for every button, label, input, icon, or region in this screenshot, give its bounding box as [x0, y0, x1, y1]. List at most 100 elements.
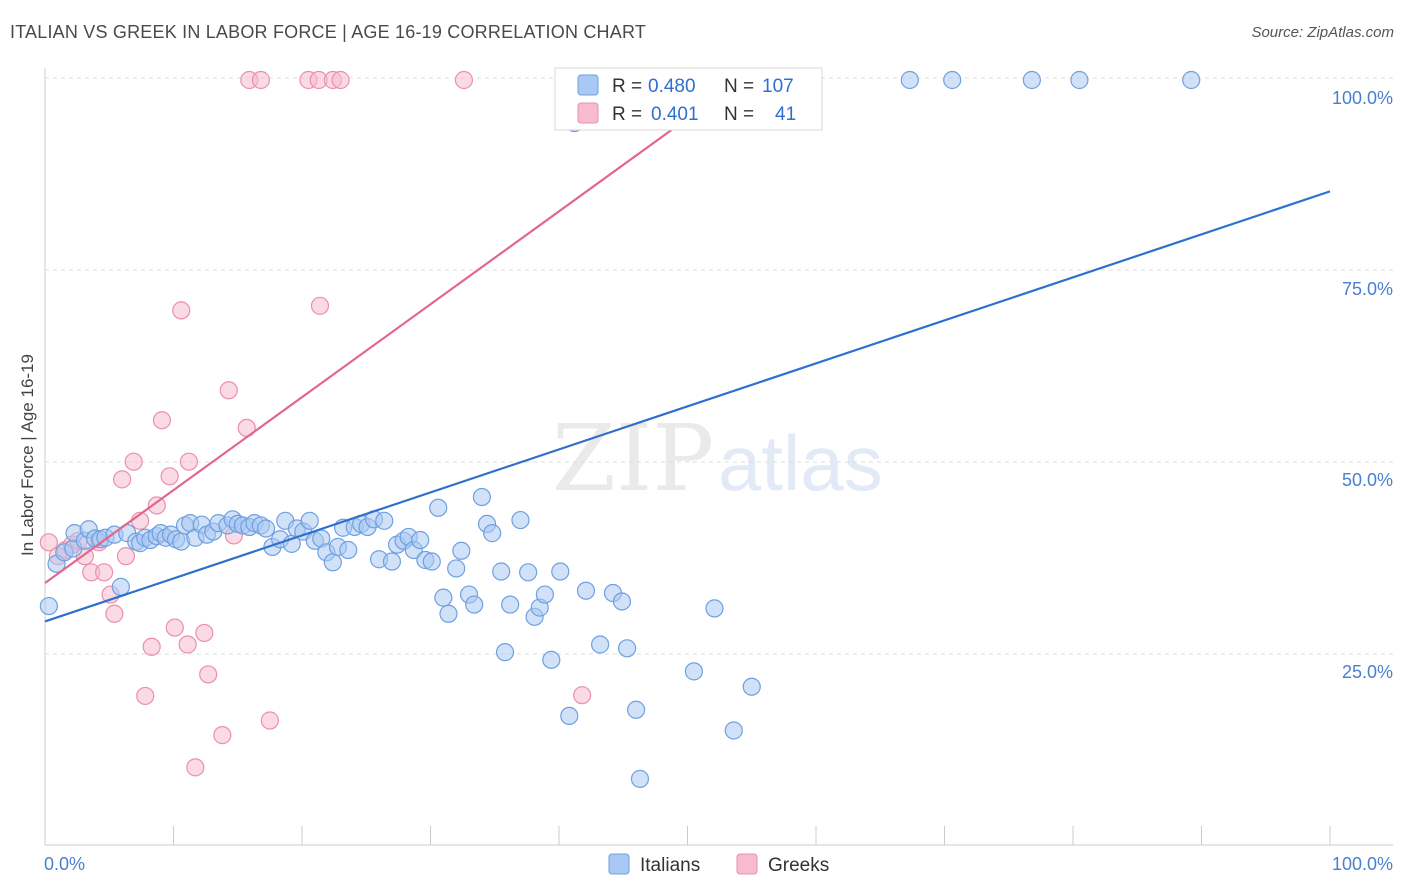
greeks-point: [116, 547, 136, 566]
italians-point: [618, 639, 637, 658]
italians-point: [612, 592, 632, 611]
italians-point: [551, 562, 570, 581]
greeks-point: [331, 70, 350, 90]
greeks-point: [178, 635, 197, 654]
greeks-point: [136, 686, 155, 706]
chart-title: ITALIAN VS GREEK IN LABOR FORCE | AGE 16…: [10, 22, 647, 42]
legend-n-label-greeks: N =: [724, 104, 754, 125]
greeks-trend-line: [44, 117, 689, 584]
greeks-point: [213, 726, 232, 745]
legend-n-value-greeks: 41: [775, 104, 796, 125]
italians-point: [439, 604, 458, 623]
greeks-point: [251, 70, 270, 90]
watermark-zip: ZIP: [552, 405, 714, 512]
italians-point: [542, 650, 561, 669]
x-axis-ticks: [173, 826, 1331, 845]
italians-point: [684, 662, 704, 681]
italians-point: [472, 487, 491, 507]
italians-point: [300, 511, 319, 530]
italians-point: [535, 585, 554, 604]
italians-point: [429, 498, 448, 517]
greeks-point: [39, 533, 58, 552]
italians-point: [724, 721, 743, 740]
greeks-point: [310, 296, 330, 315]
italians-trend-line: [44, 190, 1331, 623]
legend-n-label-italians: N =: [724, 76, 754, 97]
italians-point: [591, 635, 610, 654]
italians-point: [630, 769, 650, 788]
y-tick-25: 25.0%: [1342, 662, 1393, 682]
italians-point: [576, 581, 596, 600]
legend-swatch-greeks-bottom: [736, 853, 758, 875]
greeks-point: [186, 758, 205, 777]
y-tick-100: 100.0%: [1332, 88, 1393, 108]
greeks-point: [152, 411, 172, 430]
italians-point: [422, 552, 441, 571]
italians-point: [1022, 70, 1041, 90]
italians-point: [742, 677, 761, 696]
greeks-point: [160, 467, 179, 486]
legend-swatch-italians-bottom: [608, 853, 630, 875]
greeks-point: [179, 452, 199, 471]
legend-label-greeks: Greeks: [768, 855, 829, 876]
italians-point: [323, 553, 342, 572]
series-legend: Italians Greeks: [608, 853, 829, 876]
italians-point: [495, 643, 515, 662]
correlation-legend: R = 0.480 N = 107 R = 0.401 N = 41: [554, 67, 823, 131]
greeks-point: [165, 618, 184, 637]
greeks-point: [124, 452, 143, 471]
italians-point: [560, 706, 579, 726]
italians-point: [447, 559, 466, 578]
legend-n-value-italians: 107: [762, 76, 794, 97]
greeks-point: [219, 381, 238, 400]
greeks-point: [199, 665, 218, 684]
greeks-point: [260, 711, 279, 730]
greeks-point: [105, 604, 124, 623]
italians-point: [382, 552, 402, 571]
x-tick-0: 0.0%: [44, 854, 85, 874]
y-axis-label: In Labor Force | Age 16-19: [18, 354, 37, 556]
italians-point: [492, 562, 511, 581]
greeks-point: [573, 686, 592, 705]
italians-point: [465, 595, 484, 614]
y-tick-50: 50.0%: [1342, 470, 1393, 490]
italians-points: [39, 70, 1201, 788]
italians-point: [705, 599, 724, 618]
greeks-point: [112, 470, 132, 489]
gridlines: [45, 77, 1393, 655]
italians-point: [375, 511, 394, 530]
italians-point: [501, 595, 520, 614]
italians-point: [511, 510, 530, 530]
italians-point: [1182, 70, 1201, 90]
greeks-point: [147, 496, 166, 515]
legend-r-value-greeks: 0.401: [651, 104, 699, 125]
italians-point: [411, 530, 430, 550]
italians-point: [943, 70, 962, 90]
watermark-atlas: atlas: [718, 419, 883, 507]
legend-r-label-greeks: R =: [612, 104, 642, 125]
greeks-point: [195, 623, 214, 643]
italians-point: [452, 541, 471, 560]
legend-r-label-italians: R =: [612, 76, 642, 97]
legend-swatch-italians: [577, 74, 599, 96]
italians-point: [519, 563, 538, 582]
italians-point: [256, 519, 276, 538]
watermark: ZIP atlas: [552, 405, 883, 512]
italians-point: [339, 540, 358, 560]
trend-lines: [44, 117, 1331, 623]
source-label: Source: ZipAtlas.com: [1251, 24, 1394, 41]
italians-point: [111, 577, 130, 596]
italians-point: [1070, 70, 1089, 90]
italians-point: [626, 700, 646, 719]
legend-box: [554, 67, 823, 131]
italians-point: [39, 596, 58, 616]
legend-r-value-italians: 0.480: [648, 76, 696, 97]
italians-point: [900, 70, 919, 90]
x-tick-100: 100.0%: [1332, 854, 1393, 874]
italians-point: [483, 524, 502, 543]
greeks-point: [142, 637, 161, 656]
greeks-point: [95, 563, 114, 582]
italians-point: [434, 588, 453, 607]
greeks-point: [454, 70, 474, 90]
